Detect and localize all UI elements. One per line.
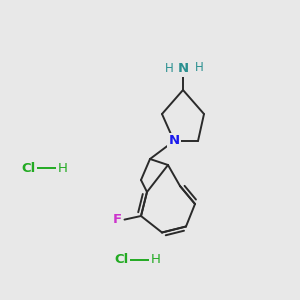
Text: Cl: Cl xyxy=(21,161,36,175)
Text: H: H xyxy=(195,61,204,74)
Text: N: N xyxy=(168,134,180,148)
Text: Cl: Cl xyxy=(114,253,129,266)
Text: H: H xyxy=(58,161,67,175)
Text: H: H xyxy=(165,62,174,76)
Text: H: H xyxy=(151,253,160,266)
Text: F: F xyxy=(112,213,122,226)
Text: N: N xyxy=(177,62,189,76)
